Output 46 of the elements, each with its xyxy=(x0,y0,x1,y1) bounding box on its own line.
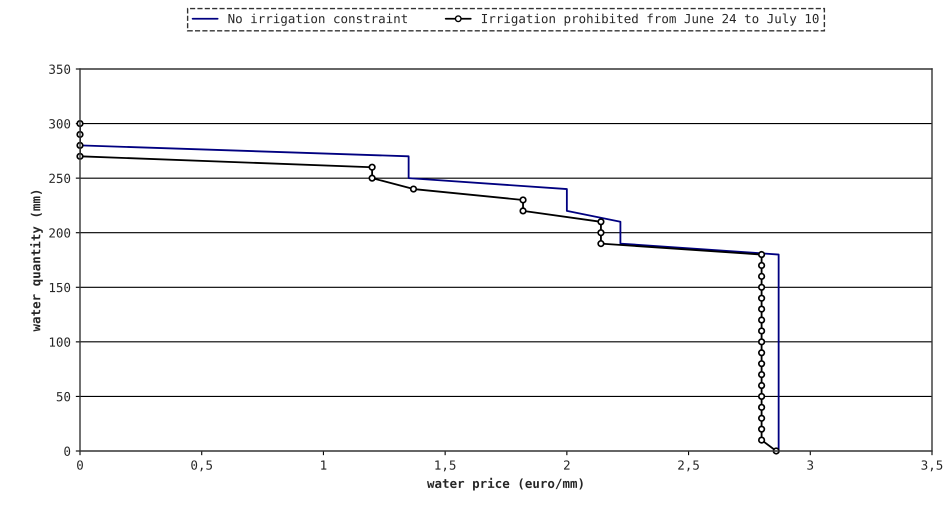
y-tick-label: 350 xyxy=(49,64,70,74)
x-tick-label: 1,5 xyxy=(435,460,456,472)
x-tick-label: 2,5 xyxy=(678,460,699,472)
point xyxy=(758,426,766,433)
point xyxy=(758,404,766,411)
legend-label: Irrigation prohibited from June 24 to July 10 xyxy=(482,14,819,26)
x-tick-label: 1 xyxy=(321,460,326,470)
point xyxy=(758,414,766,422)
legend-label: No irrigation constraint xyxy=(228,14,408,26)
point xyxy=(758,294,766,302)
point xyxy=(758,316,766,324)
y-tick-label: 100 xyxy=(50,337,70,347)
point xyxy=(758,436,766,444)
point xyxy=(758,306,766,313)
point xyxy=(758,284,766,291)
point xyxy=(597,218,605,226)
point xyxy=(519,207,527,214)
y-tick-label: 50 xyxy=(56,392,70,402)
y-tick-label: 150 xyxy=(50,282,70,292)
x-tick-label: 2 xyxy=(564,460,570,470)
point xyxy=(758,272,766,280)
y-tick-label: 0 xyxy=(64,446,70,456)
point xyxy=(368,174,376,182)
x-axis-title: water price (euro/mm) xyxy=(426,478,583,491)
point xyxy=(758,370,766,378)
point xyxy=(758,327,766,335)
point xyxy=(758,392,766,400)
point xyxy=(368,164,376,171)
point xyxy=(758,382,766,390)
point xyxy=(758,349,766,356)
point xyxy=(597,240,605,248)
point xyxy=(519,196,527,204)
point xyxy=(758,250,766,258)
point xyxy=(597,229,605,236)
x-tick-label: 0,5 xyxy=(191,460,212,472)
point xyxy=(758,360,766,368)
x-tick-label: 3 xyxy=(807,460,814,470)
point xyxy=(758,262,766,270)
y-tick-label: 300 xyxy=(49,119,70,129)
point xyxy=(410,185,418,193)
y-tick-label: 250 xyxy=(49,174,70,184)
x-tick-label: 3,5 xyxy=(922,460,942,472)
y-axis-title: water quantity (mm) xyxy=(30,190,43,332)
x-tick-label: 0 xyxy=(77,460,83,470)
y-tick-label: 200 xyxy=(49,228,70,238)
point xyxy=(758,338,766,346)
